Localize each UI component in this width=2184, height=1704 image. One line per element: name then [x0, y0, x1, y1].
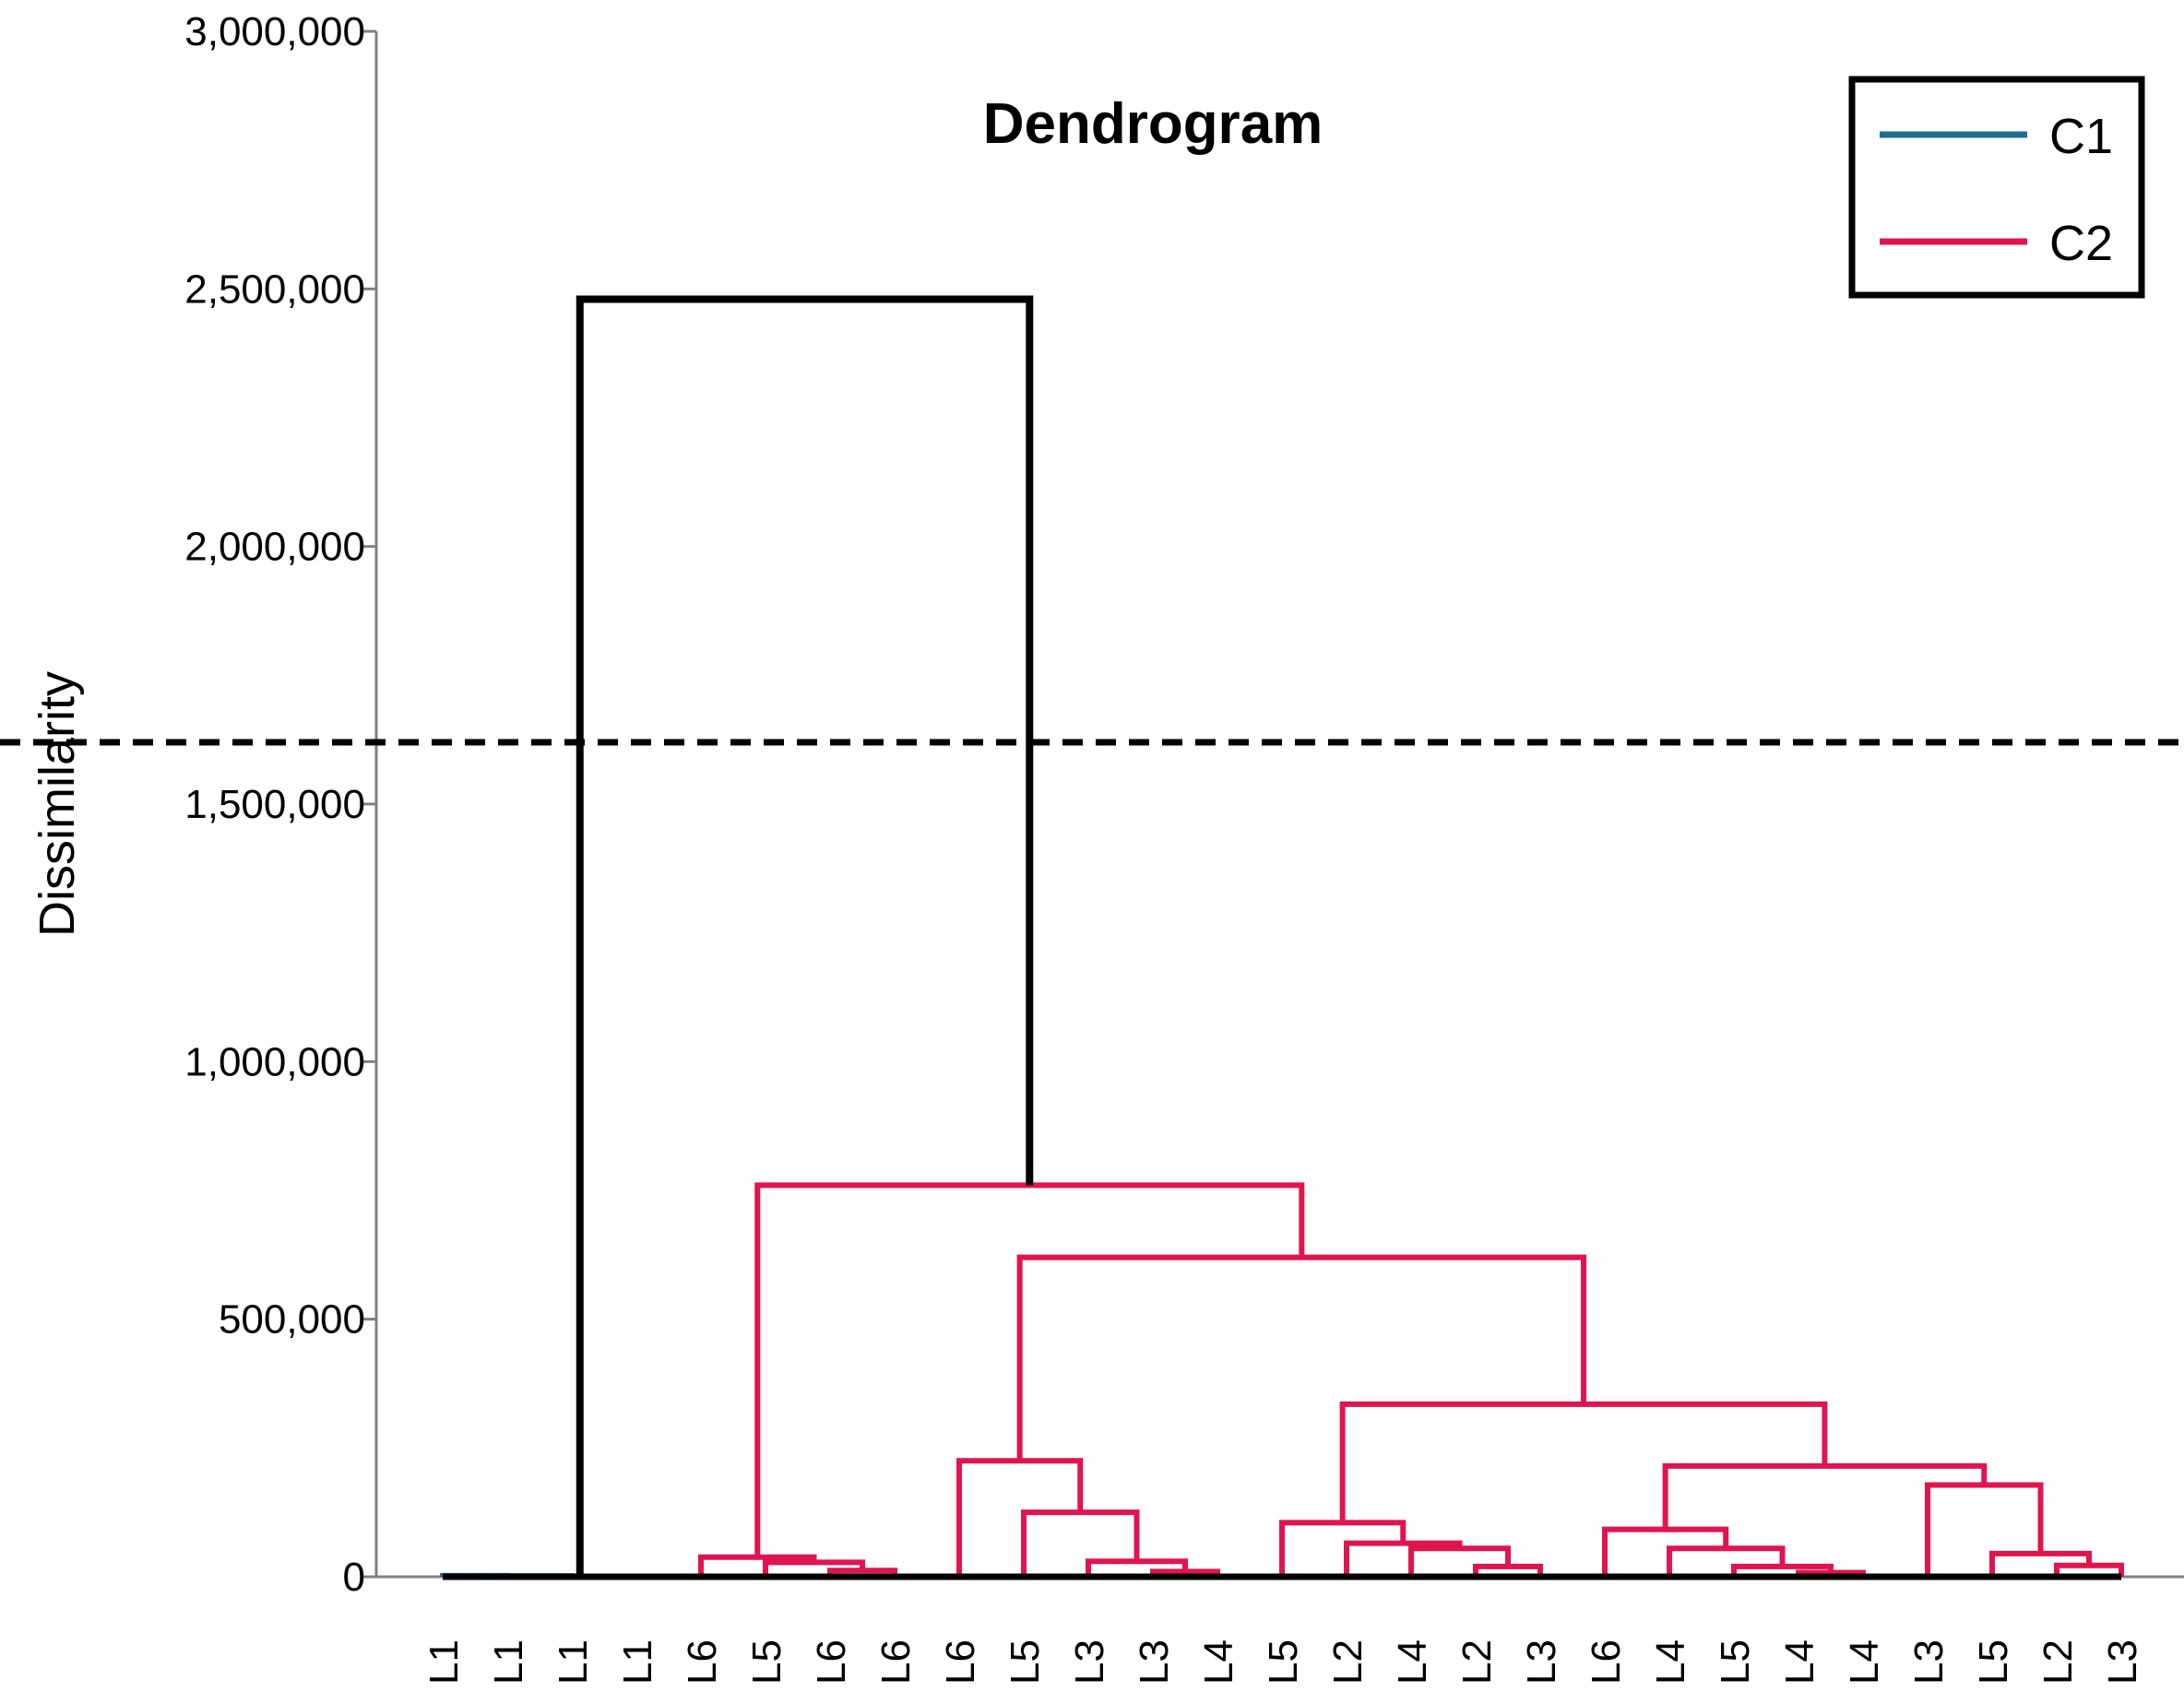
leaf-label: L6	[680, 1639, 725, 1685]
leaf-label: L4	[1196, 1639, 1241, 1685]
leaf-label: L3	[1906, 1639, 1952, 1685]
dendrogram-link	[1339, 1401, 1828, 1523]
leaf-label: L5	[1003, 1639, 1048, 1685]
dendrogram-link	[1279, 1520, 1407, 1577]
dendrogram-link	[763, 1559, 865, 1577]
dendrogram-link	[1925, 1482, 2044, 1577]
leaf-label: L6	[938, 1639, 983, 1685]
leaf-label: L4	[1842, 1639, 1887, 1685]
dendrogram-link	[1473, 1563, 1543, 1577]
leaf-label: L2	[1454, 1639, 1500, 1685]
legend-label-c2: C2	[2049, 216, 2113, 271]
leaf-label: L3	[1067, 1639, 1112, 1685]
leaf-label: L1	[615, 1639, 660, 1685]
y-tick-label: 1,500,000	[184, 782, 365, 827]
dendrogram-link	[1016, 1254, 1587, 1461]
dendrogram-link	[956, 1458, 1084, 1577]
leaf-label: L5	[1261, 1639, 1306, 1685]
leaf-label: L1	[486, 1639, 531, 1685]
legend-label-c1: C1	[2049, 109, 2113, 164]
dendrogram-link	[1021, 1509, 1140, 1577]
dendrogram-links	[440, 295, 2124, 1580]
leaf-labels: L1 L1 L1 L1 L6 L5 L6 L6 L6 L5 L3 L3 L4 L5 L2 L4 L2 L3 L6 L4…	[421, 1639, 2145, 1685]
dendrogram-link	[576, 295, 1034, 1577]
leaf-label: L3	[1519, 1639, 1564, 1685]
dendrogram-link	[754, 1182, 1305, 1557]
leaf-label: L4	[1777, 1639, 1822, 1685]
leaf-label: L5	[744, 1639, 789, 1685]
legend: C1 C2	[1848, 76, 2145, 299]
leaf-label: L5	[1971, 1639, 2016, 1685]
y-tick-label: 2,000,000	[184, 525, 365, 570]
y-ticks: 0 500,000 1,000,000 1,500,000 2,000,000 2,500…	[184, 9, 376, 1600]
leaf-label: L6	[809, 1639, 854, 1685]
dendrogram-link	[2054, 1562, 2124, 1577]
leaf-label: L1	[551, 1639, 596, 1685]
chart-title: Dendrogram	[983, 92, 1323, 156]
leaf-label: L4	[1648, 1639, 1693, 1685]
leaf-label: L5	[1713, 1639, 1758, 1685]
y-axis-label: Dissimilarity	[30, 671, 85, 937]
dendrogram-link	[1408, 1545, 1511, 1577]
y-tick-label: 3,000,000	[184, 9, 365, 54]
y-tick-label: 1,000,000	[184, 1039, 365, 1084]
leaf-label: L6	[1584, 1639, 1629, 1685]
leaf-label: L2	[1325, 1639, 1371, 1685]
dendrogram-link	[1667, 1545, 1786, 1577]
dendrogram-link	[1602, 1526, 1729, 1577]
dendrogram-link	[1662, 1462, 1988, 1530]
leaf-label: L3	[2100, 1639, 2145, 1685]
dendrogram-link	[1731, 1563, 1834, 1577]
y-tick-label: 0	[343, 1555, 365, 1600]
leaf-label: L3	[1132, 1639, 1177, 1685]
dendrogram-link	[1344, 1540, 1463, 1577]
leaf-label: L1	[421, 1639, 467, 1685]
y-tick-label: 2,500,000	[184, 266, 365, 312]
leaf-label: L6	[873, 1639, 919, 1685]
y-tick-label: 500,000	[219, 1297, 365, 1343]
leaf-label: L2	[2036, 1639, 2081, 1685]
leaf-label: L4	[1390, 1639, 1435, 1685]
legend-box	[1848, 76, 2145, 299]
